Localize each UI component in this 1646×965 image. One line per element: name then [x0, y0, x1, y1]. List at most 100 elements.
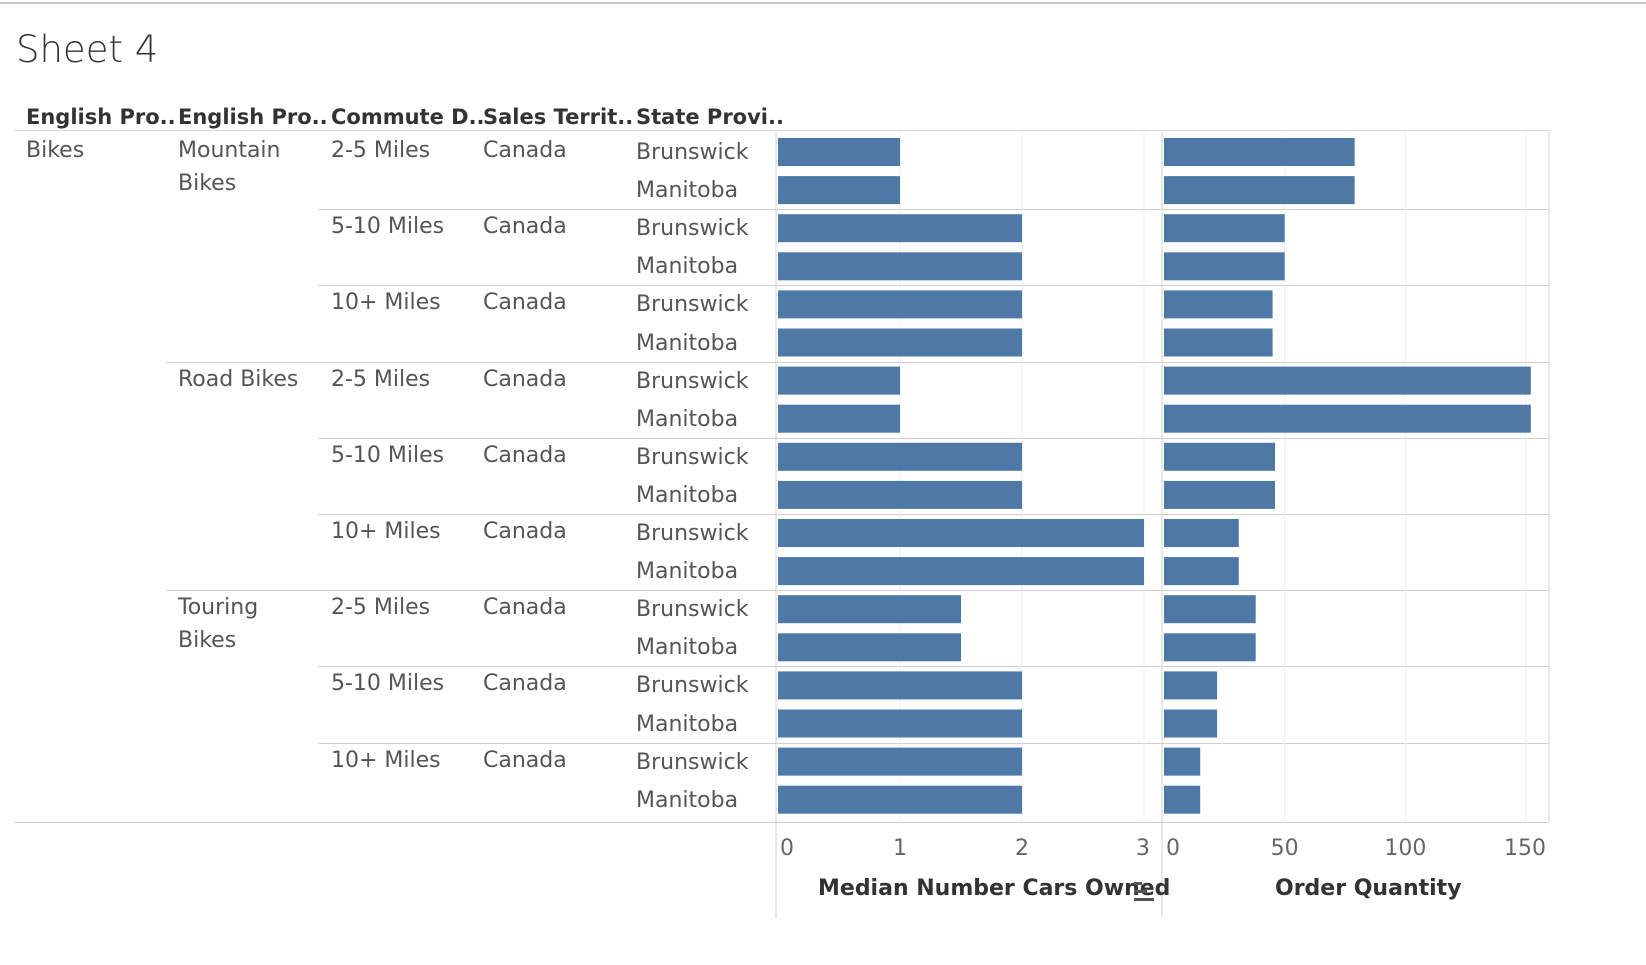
- axis-title-order-quantity: Order Quantity: [1275, 876, 1462, 901]
- commute-label: 5-10 Miles: [331, 442, 445, 468]
- state-label: Brunswick: [636, 597, 749, 623]
- subcategory-divider: [166, 361, 1549, 363]
- top-border: [0, 2, 1646, 4]
- axis-title-median-cars: Median Number Cars Owned: [818, 876, 1171, 901]
- bar: [778, 633, 961, 662]
- state-label: Manitoba: [636, 787, 739, 813]
- tick-label: 1: [893, 836, 907, 861]
- state-label: Manitoba: [636, 559, 739, 585]
- bar: [1164, 290, 1273, 319]
- bar: [778, 785, 1022, 814]
- bar: [778, 519, 1144, 547]
- category-label: Bikes: [26, 138, 85, 163]
- header-divider: [14, 130, 1549, 131]
- bar: [1164, 785, 1201, 814]
- sheet-title: Sheet 4: [16, 28, 159, 71]
- header-state-province[interactable]: State Provi..: [636, 105, 784, 129]
- commute-divider: [318, 666, 1549, 668]
- territory-label: Canada: [483, 442, 567, 468]
- bar: [778, 595, 961, 624]
- bar: [778, 328, 1022, 357]
- territory-label: Canada: [483, 366, 567, 392]
- bar: [1164, 404, 1531, 433]
- state-label: Manitoba: [636, 254, 739, 280]
- state-label: Brunswick: [636, 444, 749, 470]
- bar: [778, 442, 1022, 471]
- commute-label: 10+ Miles: [331, 747, 441, 773]
- tick-label: 50: [1271, 836, 1299, 861]
- state-label: Brunswick: [636, 749, 749, 775]
- territory-label: Canada: [483, 138, 567, 163]
- territory-label: Canada: [483, 519, 567, 544]
- bar: [778, 214, 1022, 243]
- bar: [778, 252, 1022, 281]
- bar: [778, 404, 900, 433]
- state-label: Brunswick: [636, 140, 749, 165]
- bar: [778, 557, 1144, 586]
- state-label: Brunswick: [636, 216, 749, 242]
- state-label: Brunswick: [636, 673, 749, 699]
- territory-label: Canada: [483, 214, 567, 240]
- bar: [778, 366, 900, 395]
- bar: [778, 480, 1022, 509]
- state-label: Manitoba: [636, 178, 739, 204]
- commute-label: 2-5 Miles: [331, 595, 431, 621]
- commute-divider: [318, 742, 1549, 744]
- tick-label: 100: [1384, 836, 1426, 861]
- commute-divider: [318, 285, 1549, 287]
- state-label: Brunswick: [636, 292, 749, 318]
- state-label: Manitoba: [636, 635, 739, 661]
- state-label: Brunswick: [636, 368, 749, 394]
- commute-label: 2-5 Miles: [331, 138, 431, 163]
- bar: [1164, 328, 1273, 357]
- subcategory-divider: [166, 590, 1549, 592]
- tick-label: 0: [780, 836, 794, 861]
- bar: [1164, 671, 1218, 700]
- bar: [778, 290, 1022, 319]
- commute-label: 2-5 Miles: [331, 366, 431, 392]
- bar: [778, 671, 1022, 700]
- bar: [1164, 595, 1256, 624]
- bar: [778, 138, 900, 166]
- tick-label: 0: [1166, 836, 1180, 861]
- subcategory-label: Road Bikes: [178, 366, 299, 392]
- sort-descending-icon[interactable]: [1134, 882, 1156, 904]
- commute-divider: [318, 209, 1549, 211]
- commute-label: 10+ Miles: [331, 519, 441, 544]
- bar: [1164, 633, 1256, 662]
- state-label: Manitoba: [636, 406, 739, 432]
- state-label: Manitoba: [636, 330, 739, 356]
- subcategory-label: Touring Bikes: [178, 595, 259, 654]
- header-sales-territory[interactable]: Sales Territ..: [483, 105, 634, 129]
- bar: [778, 747, 1022, 776]
- bar: [1164, 557, 1239, 586]
- territory-label: Canada: [483, 290, 567, 316]
- commute-divider: [318, 437, 1549, 439]
- bar: [1164, 480, 1276, 509]
- header-commute-distance[interactable]: Commute D..: [331, 105, 485, 129]
- state-label: Manitoba: [636, 482, 739, 508]
- bar: [1164, 214, 1285, 243]
- header-english-product-category[interactable]: English Pro..: [26, 105, 176, 129]
- commute-label: 5-10 Miles: [331, 214, 445, 240]
- bar: [1164, 709, 1218, 738]
- territory-label: Canada: [483, 595, 567, 621]
- territory-label: Canada: [483, 747, 567, 773]
- commute-label: 5-10 Miles: [331, 671, 445, 697]
- territory-label: Canada: [483, 671, 567, 697]
- bar: [1164, 747, 1201, 776]
- table-bottom-line: [14, 821, 1549, 823]
- bar: [778, 709, 1022, 738]
- bar: [1164, 176, 1355, 205]
- state-label: Manitoba: [636, 711, 739, 737]
- bar: [1164, 252, 1285, 281]
- tick-label: 150: [1504, 836, 1546, 861]
- commute-label: 10+ Miles: [331, 290, 441, 316]
- subcategory-label: Mountain Bikes: [178, 138, 281, 196]
- commute-divider: [318, 514, 1549, 515]
- bar: [1164, 366, 1531, 395]
- header-english-product-subcategory[interactable]: English Pro..: [178, 105, 328, 129]
- tick-label: 3: [1136, 836, 1150, 861]
- bar: [1164, 138, 1355, 166]
